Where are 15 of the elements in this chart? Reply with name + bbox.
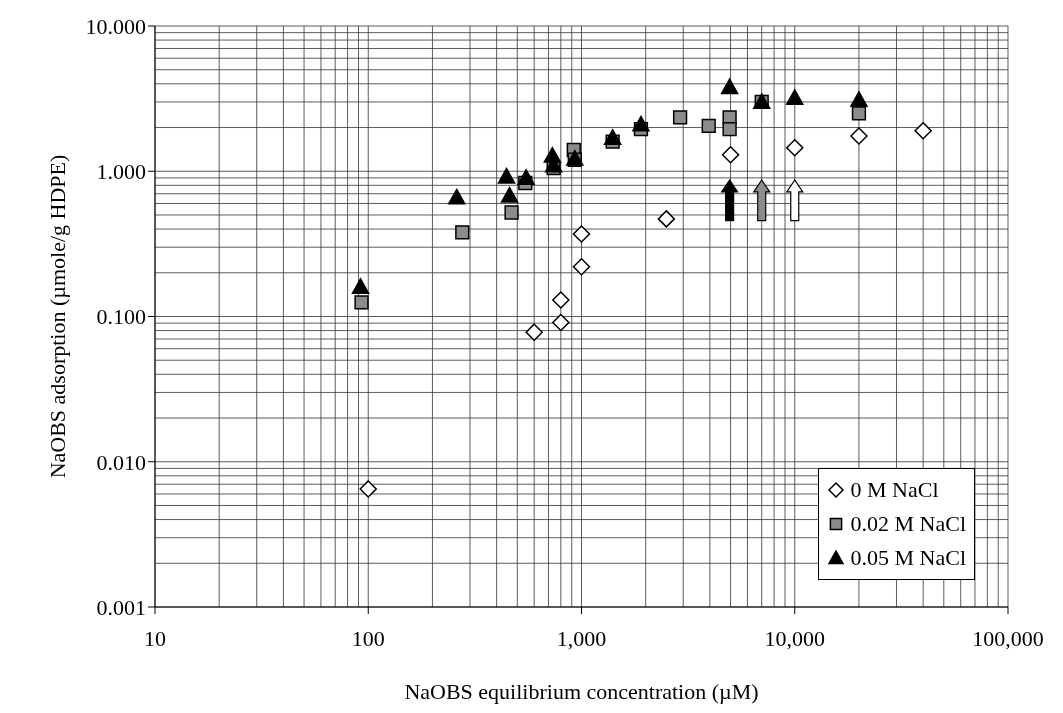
legend-label: 0.02 M NaCl	[850, 510, 966, 538]
legend-label: 0.05 M NaCl	[850, 544, 966, 572]
y-tick-label: 0.010	[96, 449, 146, 475]
x-tick-label: 10	[144, 625, 166, 651]
y-tick-label: 10.000	[85, 13, 146, 39]
x-tick-label: 1,000	[556, 625, 607, 651]
legend-label: 0 M NaCl	[850, 476, 939, 504]
y-tick-label: 0.001	[96, 594, 146, 620]
x-tick-label: 100	[351, 625, 385, 651]
x-axis-title: NaOBS equilibrium concentration (µM)	[404, 679, 759, 704]
y-tick-label: 0.100	[96, 304, 146, 330]
x-tick-label: 10,000	[764, 625, 825, 651]
y-tick-label: 1.000	[96, 159, 146, 185]
y-axis-title: NaOBS adsorption (µmole/g HDPE)	[44, 154, 70, 479]
x-tick-label: 100,000	[972, 625, 1044, 651]
